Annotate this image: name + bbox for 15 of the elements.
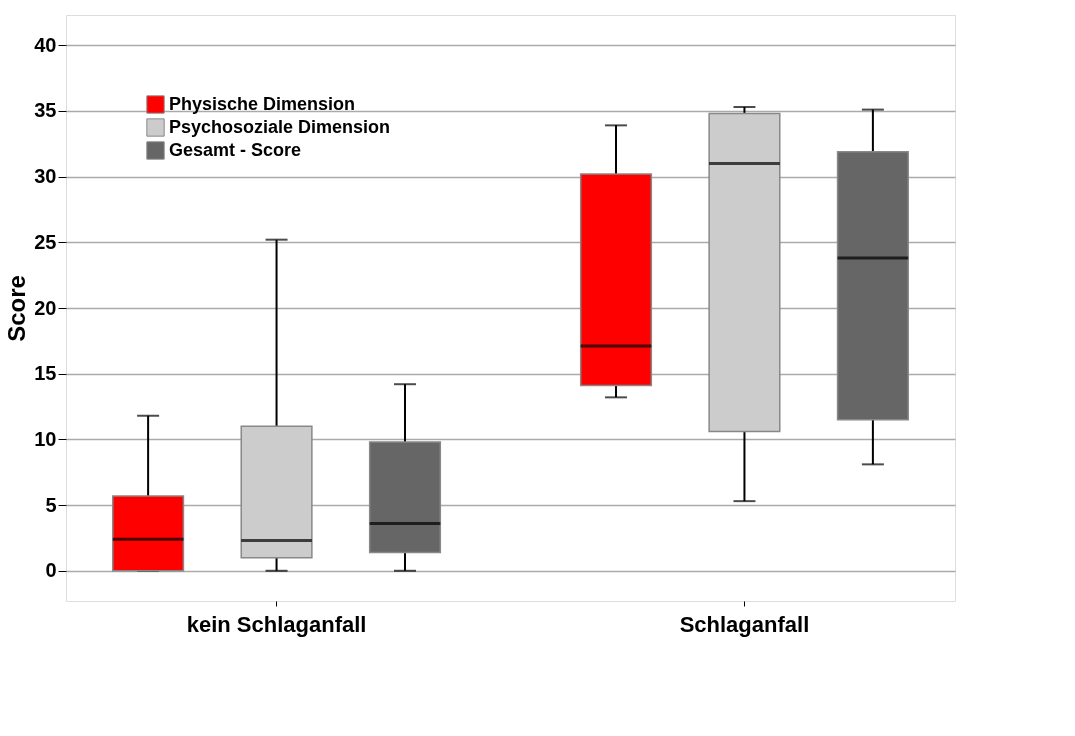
y-tick-label: 40 [34,33,57,56]
x-tick-label: Schlaganfall [679,611,810,637]
y-tick-label: 0 [45,559,57,582]
y-tick-label: 10 [34,427,57,450]
legend-label: Gesamt - Score [169,139,302,160]
y-axis-title: Score [3,275,31,342]
y-tick-label: 35 [34,99,57,122]
y-tick-label: 5 [45,493,57,516]
legend-label: Psychosoziale Dimension [169,116,391,137]
y-tick-label: 30 [34,165,57,188]
y-tick-label: 20 [34,296,57,319]
y-tick-label: 15 [34,362,57,385]
legend-label: Physische Dimension [169,93,356,114]
x-tick-label: kein Schlaganfall [186,611,367,637]
y-tick-label: 25 [34,230,57,253]
